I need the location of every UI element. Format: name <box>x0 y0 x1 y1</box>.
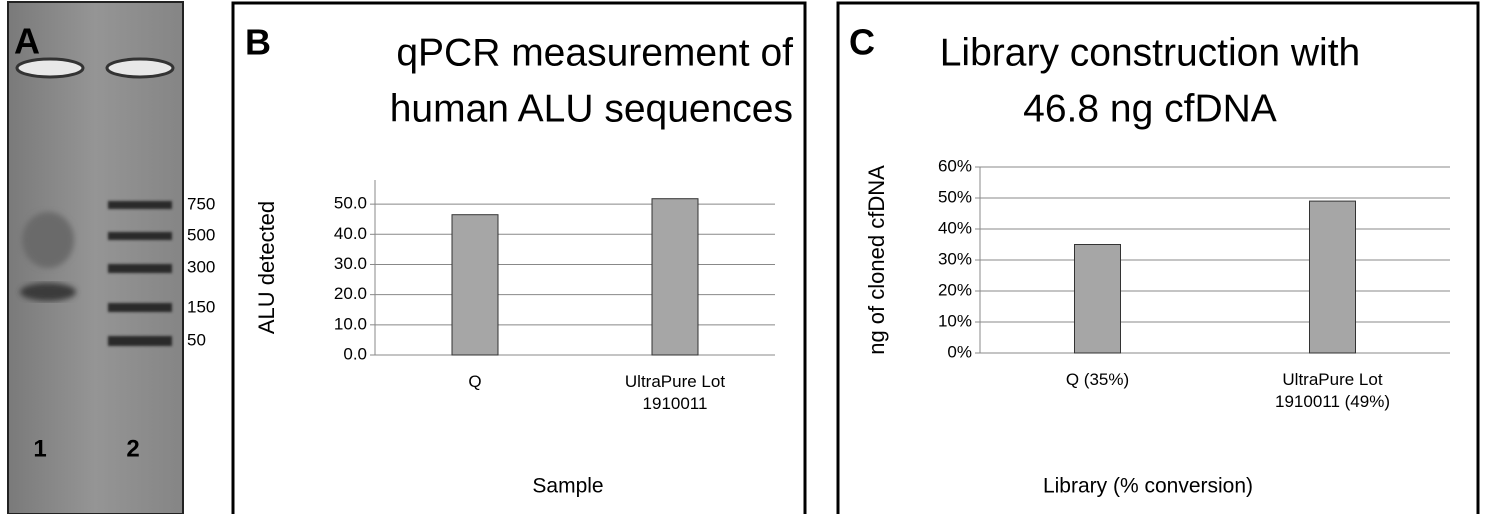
y-axis-title: ng of cloned cfDNA <box>864 165 889 355</box>
y-tick-label: 20% <box>938 280 972 299</box>
gel-band <box>108 303 172 312</box>
bar <box>652 199 698 355</box>
gel-panel: A 1 2 <box>8 2 183 514</box>
x-tick-label: UltraPure Lot 1910011 <box>607 371 743 415</box>
panel-label: A <box>14 21 40 62</box>
ladder-label: 750 <box>187 194 215 213</box>
chart-title: qPCR measurement of <box>396 31 793 74</box>
x-tick-label: Q (35%) <box>1030 369 1166 391</box>
y-tick-label: 40% <box>938 218 972 237</box>
y-tick-label: 60% <box>938 156 972 175</box>
gel-band <box>20 283 76 301</box>
ladder-label: 50 <box>187 330 206 349</box>
panel-label: B <box>245 22 271 63</box>
y-tick-label: 10.0 <box>334 314 367 333</box>
chart-title: 46.8 ng cfDNA <box>1023 87 1277 130</box>
gel-band <box>108 232 172 240</box>
x-axis-title: Sample <box>532 475 603 498</box>
x-tick-label-box: Q (35%) <box>1018 369 1178 439</box>
bar <box>1310 201 1356 353</box>
bar <box>1075 245 1121 354</box>
x-tick-label: Q <box>407 371 543 393</box>
y-tick-label: 30% <box>938 249 972 268</box>
y-tick-label: 30.0 <box>334 254 367 273</box>
bar <box>452 215 498 355</box>
figure: A 1 2 750 500 300 150 50 BqPCR measurement of… <box>0 0 1485 514</box>
chart-title: human ALU sequences <box>390 87 793 130</box>
y-tick-label: 20.0 <box>334 284 367 303</box>
gel-well <box>107 59 173 77</box>
ladder-label: 150 <box>187 297 215 316</box>
panel-label: C <box>849 22 875 63</box>
x-tick-label: UltraPure Lot 1910011 (49%) <box>1265 369 1401 413</box>
x-tick-label-box: UltraPure Lot 1910011 (49%) <box>1253 369 1413 439</box>
gel-band <box>108 336 172 346</box>
x-axis-title: Library (% conversion) <box>1043 475 1253 498</box>
y-tick-label: 40.0 <box>334 224 367 243</box>
chart-title: Library construction with <box>940 31 1361 74</box>
y-tick-label: 0.0 <box>343 344 367 363</box>
lane-label: 1 <box>33 435 46 462</box>
page: A 1 2 750 500 300 150 50 BqPCR measurement of… <box>0 0 1485 514</box>
y-tick-label: 50% <box>938 187 972 206</box>
y-tick-label: 50.0 <box>334 194 367 213</box>
gel-band <box>108 264 172 273</box>
ladder-label: 500 <box>187 225 215 244</box>
x-tick-label-box: Q <box>395 371 555 441</box>
ladder-label: 300 <box>187 257 215 276</box>
gel-band <box>108 201 172 209</box>
lane-label: 2 <box>126 435 139 462</box>
gel-well <box>17 59 83 77</box>
gel-smear <box>22 212 74 268</box>
y-axis-title: ALU detected <box>254 201 279 334</box>
y-tick-label: 0% <box>947 342 972 361</box>
x-tick-label-box: UltraPure Lot 1910011 <box>595 371 755 441</box>
y-tick-label: 10% <box>938 311 972 330</box>
